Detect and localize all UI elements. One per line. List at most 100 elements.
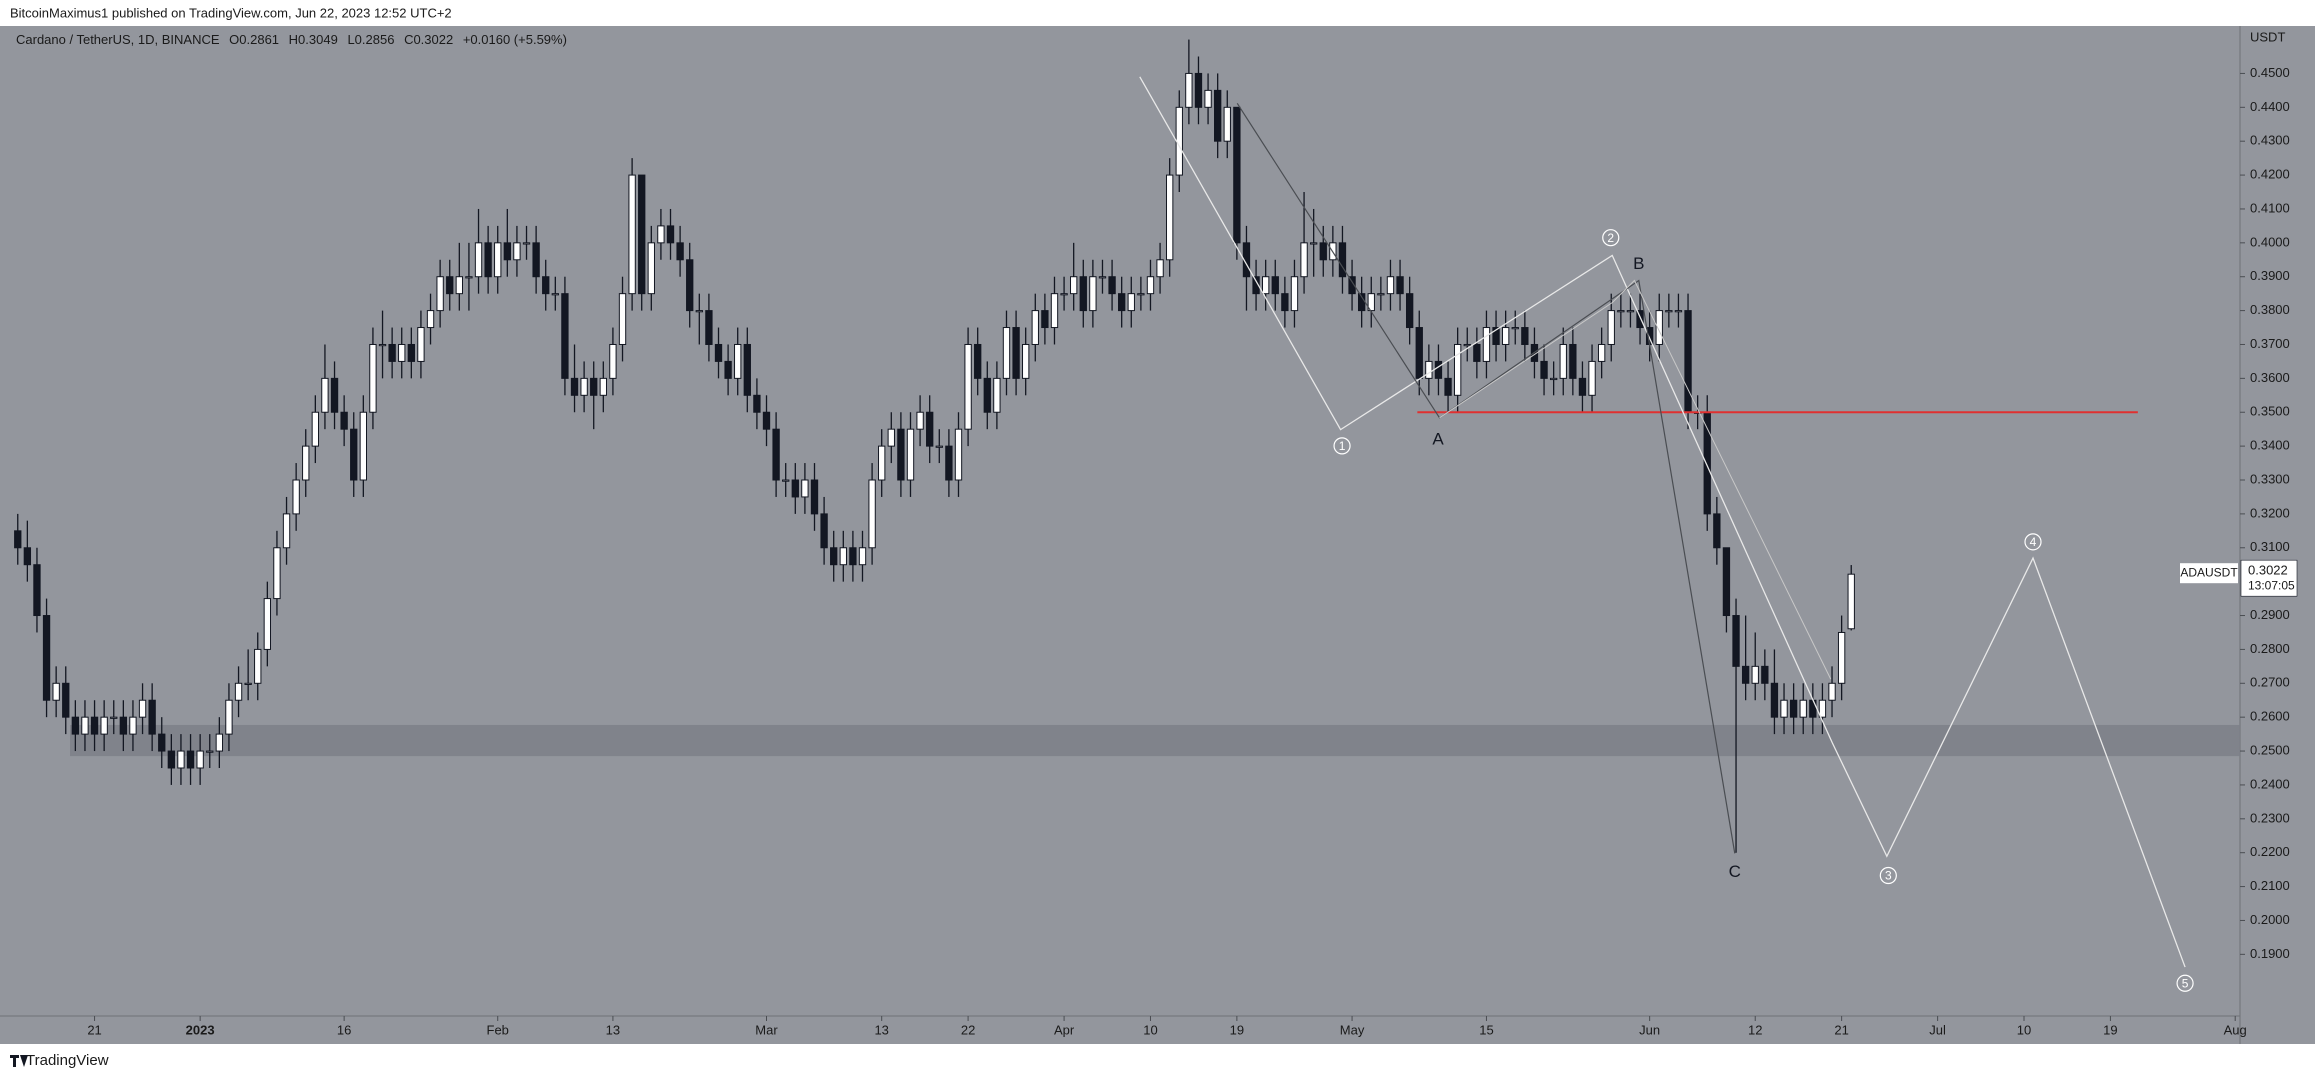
candle-up [455,276,463,295]
x-tick-label: Feb [487,1022,509,1037]
candle-up [1386,276,1395,295]
candle-down [1233,106,1241,244]
candle-down [148,699,156,735]
candle-down [1540,360,1548,379]
candle-up [1060,293,1068,296]
candle-down [1415,327,1423,379]
symbol-title: Cardano / TetherUS, 1D, BINANCE [16,32,220,47]
candle-down [388,343,396,362]
candle-up [618,293,627,345]
candle-down [820,513,828,549]
wave-label: 2 [1607,231,1614,245]
candle-down [945,445,953,481]
candle-up [1223,106,1231,142]
wave-marker [1602,229,1620,247]
candle-up [782,479,790,482]
candle-up [177,750,185,769]
candle-up [1300,242,1308,278]
candle-up [657,225,665,244]
candle-down [1789,699,1798,718]
candle-up [426,310,435,329]
candle-up [1665,310,1673,313]
x-tick-label: 10 [1143,1022,1157,1037]
y-tick-label: 0.2700 [2250,675,2290,690]
candle-up [1588,360,1596,396]
x-tick-label: Jun [1639,1022,1660,1037]
candle-up [215,733,224,752]
y-tick-label: 0.2400 [2250,776,2290,791]
candle-down [1194,72,1203,108]
candle-down [1348,276,1356,295]
candle-up [1089,276,1097,312]
candle-up [474,242,483,278]
candle-up [234,682,243,701]
candle-up [695,310,703,313]
y-tick-label: 0.2500 [2250,742,2290,757]
candle-down [532,242,540,278]
candle-up [580,377,588,396]
candle-down [186,750,195,769]
wave-line [1139,76,2186,968]
x-tick-label: 10 [2017,1022,2031,1037]
symbol-tag-label: ADAUSDT [2180,565,2238,579]
candle-down [1319,242,1327,261]
candle-up [1837,631,1846,684]
candle-up [1818,699,1827,718]
candle-down [484,242,492,278]
candle-up [1549,377,1558,381]
candle-up [839,547,847,566]
candle-down [350,428,358,481]
candle-up [993,377,1001,413]
candle-up [52,682,60,701]
candle-up [734,343,742,379]
candle-up [206,750,214,753]
y-tick-label: 0.2000 [2250,912,2290,927]
candle-down [849,547,857,566]
candle-up [1559,343,1567,379]
candle-up [1031,310,1039,345]
candle-up [273,547,281,600]
candle-down [71,716,80,735]
x-tick-label: 15 [1479,1022,1493,1037]
wave-label: 1 [1339,439,1346,453]
candle-down [90,716,99,735]
candle-up [1617,310,1625,313]
candle-down [830,547,838,566]
candle-down [1281,293,1289,312]
candle-down [1521,327,1529,345]
y-tick-label: 0.4300 [2250,133,2290,148]
ohlc-label: H [289,32,298,47]
candle-down [1118,293,1126,312]
candle-down [446,276,454,295]
candle-down [1713,513,1721,549]
x-tick-label: 19 [1230,1022,1244,1037]
candle-down [1761,665,1769,684]
candle-down [743,343,751,396]
candle-down [666,225,675,244]
candle-up [465,276,473,279]
candle-down [791,479,799,498]
y-tick-label: 0.3400 [2250,438,2290,453]
candle-up [522,242,531,245]
candle-down [503,242,511,261]
y-tick-label: 0.3900 [2250,268,2290,283]
candle-up [1828,682,1836,701]
wave-marker [2176,974,2194,992]
abc-label: B [1633,254,1644,273]
candle-up [138,699,147,718]
candle-down [42,615,51,701]
candle-down [1434,360,1443,379]
candle-up [1156,259,1164,278]
y-tick-label: 0.3300 [2250,471,2290,486]
ohlc-value: 0.3049 [298,32,338,47]
y-tick-label: 0.4500 [2250,65,2290,80]
candle-up [1511,327,1519,330]
candle-up [1166,174,1174,261]
currency-label: USDT [2250,29,2285,44]
x-tick-label: 19 [2103,1022,2117,1037]
candle-down [1741,665,1750,684]
y-tick-label: 0.2200 [2250,844,2290,859]
candle-down [974,343,982,379]
y-tick-label: 0.3600 [2250,370,2290,385]
